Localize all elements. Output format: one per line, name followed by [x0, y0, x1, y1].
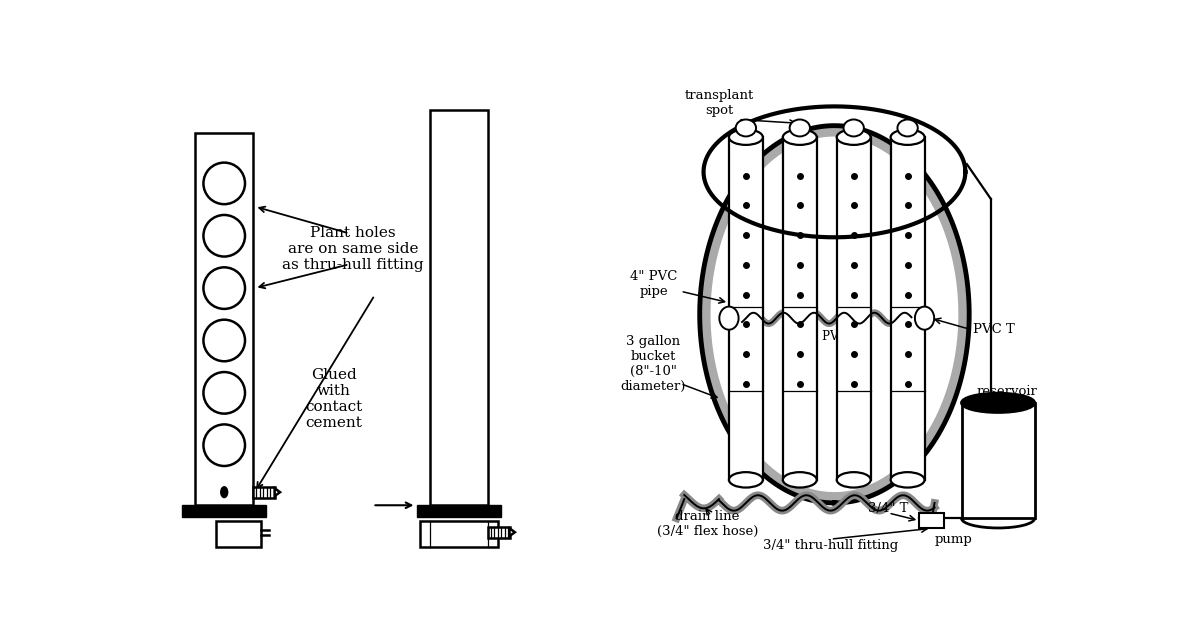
Polygon shape — [182, 505, 266, 517]
Bar — [216, 520, 260, 547]
Bar — [420, 520, 498, 547]
Text: transplant
spot: transplant spot — [684, 89, 754, 117]
Ellipse shape — [914, 307, 934, 329]
Polygon shape — [275, 488, 280, 496]
Ellipse shape — [221, 487, 228, 498]
Text: 4" PVC
pipe: 4" PVC pipe — [630, 270, 677, 297]
Text: 3 gallon
bucket
(8"-10"
diameter): 3 gallon bucket (8"-10" diameter) — [620, 335, 686, 393]
Ellipse shape — [898, 120, 918, 137]
Ellipse shape — [736, 120, 756, 137]
Text: pump: pump — [935, 532, 973, 546]
Ellipse shape — [844, 120, 864, 137]
Polygon shape — [712, 137, 958, 491]
Ellipse shape — [836, 130, 871, 145]
Text: reservoir: reservoir — [977, 385, 1038, 398]
Text: Plant holes
are on same side
as thru-hull fitting: Plant holes are on same side as thru-hul… — [282, 226, 424, 272]
Polygon shape — [253, 487, 275, 498]
Ellipse shape — [728, 130, 763, 145]
Ellipse shape — [890, 130, 924, 145]
Ellipse shape — [890, 472, 924, 488]
Polygon shape — [510, 529, 515, 536]
Polygon shape — [196, 134, 253, 505]
Bar — [961, 403, 1034, 518]
Text: 3/4" PVC T: 3/4" PVC T — [794, 329, 859, 343]
Bar — [728, 137, 763, 480]
Text: PVC T: PVC T — [973, 323, 1015, 336]
Ellipse shape — [961, 393, 1034, 413]
Ellipse shape — [728, 472, 763, 488]
Ellipse shape — [719, 307, 738, 329]
Polygon shape — [700, 125, 970, 503]
Text: 3/4" T: 3/4" T — [868, 502, 908, 515]
Ellipse shape — [790, 120, 810, 137]
Text: 3/4" thru-hull fitting: 3/4" thru-hull fitting — [763, 539, 899, 552]
Polygon shape — [488, 527, 510, 537]
Bar — [836, 137, 871, 480]
Polygon shape — [431, 110, 488, 505]
Ellipse shape — [782, 472, 817, 488]
Bar — [782, 137, 817, 480]
Bar — [919, 513, 943, 529]
Bar — [890, 137, 924, 480]
Ellipse shape — [836, 472, 871, 488]
Polygon shape — [418, 505, 502, 517]
Text: Glued
with
contact
cement: Glued with contact cement — [305, 368, 362, 430]
Text: drain line
(3/4" flex hose): drain line (3/4" flex hose) — [656, 510, 758, 538]
Ellipse shape — [782, 130, 817, 145]
